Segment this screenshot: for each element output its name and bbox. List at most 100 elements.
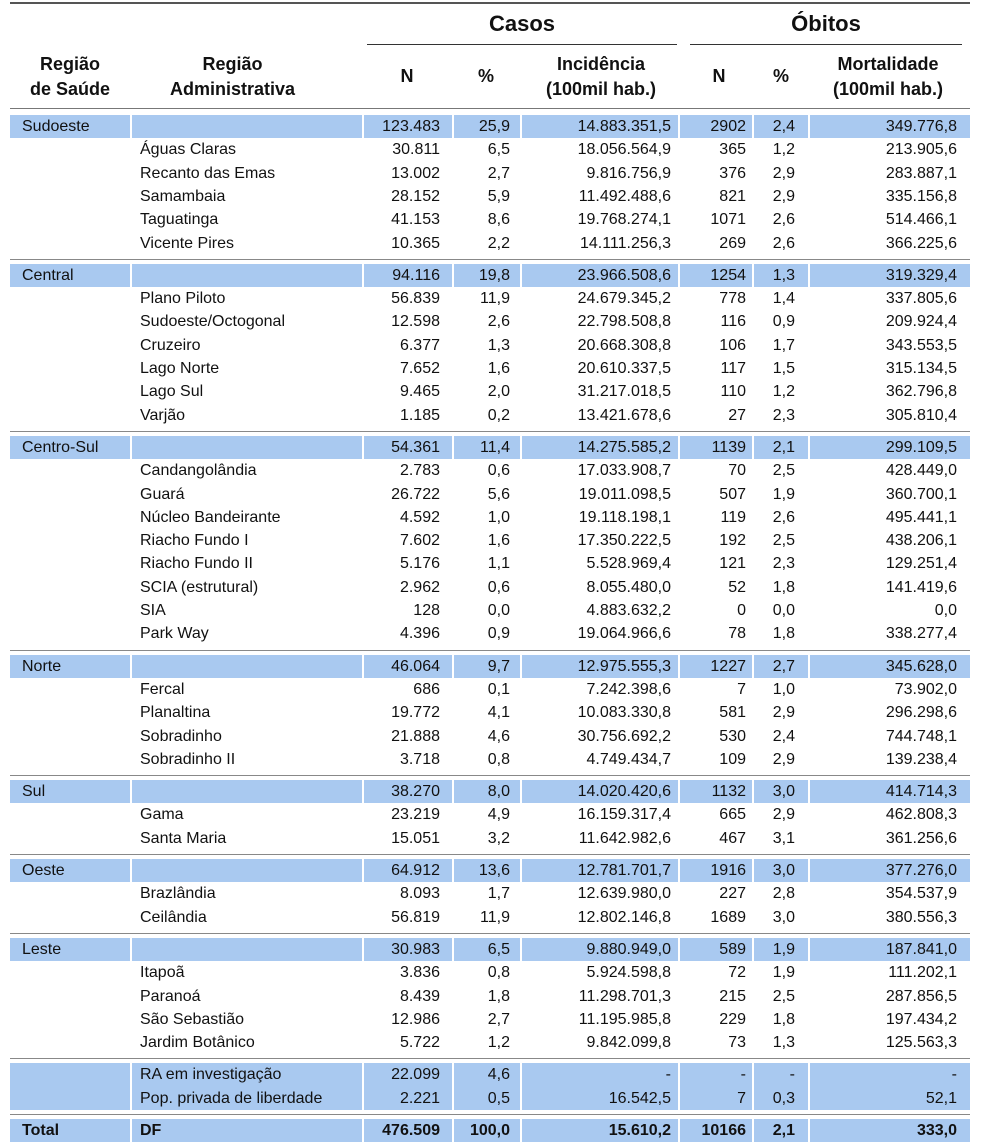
cell-value: 19.768.274,1	[577, 211, 671, 229]
cell-value: 4.396	[399, 625, 440, 643]
cell-value: 2,5	[772, 532, 795, 550]
cell-divider	[752, 435, 754, 460]
cell-value: 345.628,0	[885, 657, 957, 675]
cell-value: 13.002	[391, 164, 440, 182]
cell-value: 269	[719, 234, 746, 252]
cell-value: 360.700,1	[885, 485, 957, 503]
cell-value: 1,2	[772, 141, 795, 159]
cell-value: 343.553,5	[885, 336, 957, 354]
cell-value: 30.811	[392, 141, 440, 159]
cell-value: 213.905,6	[885, 141, 957, 159]
cell-value: 12.975.555,3	[577, 657, 671, 675]
cell-value: 0,6	[487, 462, 510, 480]
cell-value: 139.238,4	[885, 750, 957, 768]
cell-value: 2,3	[772, 555, 795, 573]
ra-name: Sobradinho II	[140, 750, 236, 768]
cell-value: 2,8	[772, 885, 795, 903]
cell-divider	[452, 654, 454, 678]
cell-value: 0,1	[487, 680, 510, 698]
cell-value: 3.718	[399, 750, 440, 768]
cell-value: 3,1	[772, 829, 795, 847]
cell-divider	[130, 263, 132, 288]
cell-value: 1.185	[399, 406, 440, 424]
cell-divider	[520, 115, 522, 139]
cell-value: 3,2	[487, 829, 510, 847]
cell-value: 54.361	[391, 438, 440, 456]
ra-name: SIA	[140, 602, 166, 619]
cell-value: 589	[719, 940, 746, 958]
group-rule	[10, 430, 970, 432]
cell-value: 215	[719, 987, 746, 1005]
cell-value: 20.610.337,5	[577, 360, 671, 377]
cell-value: 3,0	[772, 908, 795, 926]
cell-value: 1,8	[772, 578, 795, 596]
cell-divider	[678, 1063, 680, 1087]
cell-value: 56.839	[391, 290, 440, 308]
cell-value: 187.841,0	[885, 940, 957, 958]
row-band	[10, 937, 970, 962]
column-header: %	[772, 66, 789, 86]
ra-name: SCIA (estrutural)	[140, 578, 259, 596]
ra-name: Sobradinho	[140, 727, 222, 745]
region-name: Total	[22, 1122, 60, 1139]
cell-value: 10166	[701, 1122, 747, 1139]
ra-name: Vicente Pires	[140, 234, 234, 252]
cell-value: 12.639.980,0	[577, 885, 671, 903]
cell-value: 22.798.508,8	[577, 313, 671, 331]
cell-value: 13,6	[478, 862, 510, 879]
cell-value: 78	[728, 625, 746, 643]
cell-value: 10.083.330,8	[577, 704, 671, 722]
cell-value: 283.887,1	[885, 164, 957, 182]
cell-value: 4.592	[399, 508, 440, 526]
cell-value: 1689	[710, 908, 746, 926]
cell-divider	[452, 780, 454, 804]
cell-value: 581	[719, 704, 746, 722]
cell-value: 821	[719, 187, 746, 205]
cell-value: 299.109,5	[885, 438, 957, 456]
cell-divider	[520, 937, 522, 962]
ra-name: Riacho Fundo II	[140, 555, 253, 573]
cell-value: 12.802.146,8	[577, 908, 671, 926]
cell-divider	[752, 654, 754, 678]
cell-divider	[520, 1086, 522, 1110]
cell-divider	[130, 435, 132, 460]
cell-value: 12.986	[391, 1010, 440, 1028]
ra-name: Candangolândia	[140, 462, 257, 480]
cell-divider	[678, 1086, 680, 1110]
cell-value: 15.610,2	[608, 1122, 671, 1139]
cell-value: 64.912	[391, 862, 440, 879]
cell-value: 73	[728, 1034, 746, 1052]
ra-name: Varjão	[140, 406, 186, 424]
cell-divider	[752, 780, 754, 804]
cell-value: 11,9	[480, 290, 510, 308]
region-name: Norte	[22, 657, 62, 675]
group-casos: Casos	[488, 11, 556, 36]
cell-value: 2,7	[772, 657, 795, 675]
region-name: Oeste	[22, 862, 65, 879]
cell-value: 1,6	[487, 532, 510, 550]
cell-value: 1,2	[487, 1034, 510, 1052]
cell-value: 414.714,3	[885, 783, 957, 801]
cell-value: 109	[719, 750, 746, 768]
cell-value: 0,9	[487, 625, 510, 643]
cell-divider	[808, 115, 810, 139]
cell-value: 19.064.966,6	[577, 625, 671, 643]
cell-value: 380.556,3	[885, 908, 957, 926]
cell-value: 4.883.632,2	[586, 602, 671, 619]
cell-value: 11,9	[480, 908, 510, 926]
cell-value: 20.668.308,8	[577, 336, 671, 354]
cell-value: 141.419,6	[885, 578, 957, 596]
cell-value: 2.221	[399, 1089, 440, 1107]
ra-name: Jardim Botânico	[140, 1034, 255, 1052]
cell-value: 11.642.982,6	[578, 829, 671, 847]
cell-divider	[362, 115, 364, 139]
cell-value: 19,8	[478, 266, 510, 284]
column-header: %	[477, 66, 494, 86]
cell-value: 778	[719, 290, 746, 308]
group-rule	[10, 854, 970, 855]
cell-value: 2,9	[772, 164, 795, 182]
cell-divider	[362, 1086, 364, 1110]
cell-value: 8.093	[399, 885, 440, 903]
cell-value: 2.962	[399, 578, 440, 596]
cell-value: 117	[720, 360, 746, 377]
